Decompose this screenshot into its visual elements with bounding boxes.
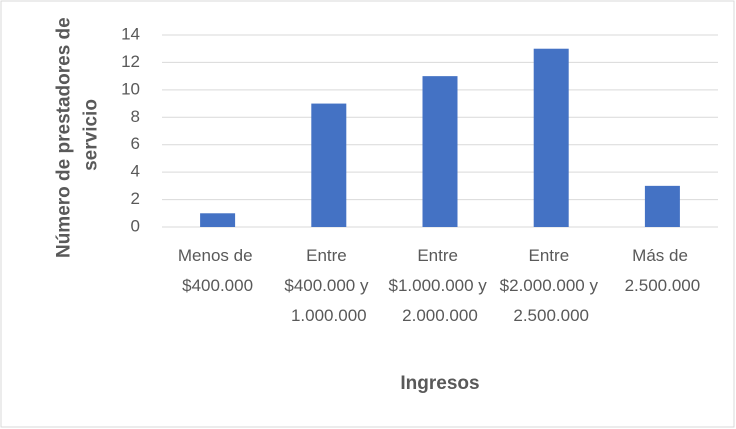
x-tick-label: Entre $1.000.000 y 2.000.000 [388, 246, 491, 325]
y-tick-label: 8 [131, 107, 140, 126]
y-axis-title: Número de prestadores de servicio [54, 12, 102, 258]
y-tick-label: 6 [131, 134, 140, 153]
bar [200, 213, 236, 227]
x-axis-title: Ingresos [400, 373, 479, 394]
x-tick-label: Más de 2.500.000 [625, 246, 701, 295]
x-tick-label: Entre $2.000.000 y 2.500.000 [500, 246, 603, 325]
x-tick-label: Entre $400.000 y 1.000.000 [284, 246, 373, 325]
bar [311, 103, 347, 227]
y-tick-label: 4 [131, 162, 140, 181]
bar [644, 185, 680, 227]
y-tick-label: 14 [121, 24, 140, 43]
y-tick-label: 10 [121, 79, 140, 98]
y-tick-label: 12 [121, 52, 140, 71]
bar [533, 48, 569, 227]
y-tick-label: 0 [131, 216, 140, 235]
bar [422, 76, 458, 228]
x-tick-label: Menos de $400.000 [178, 246, 257, 295]
y-tick-label: 2 [131, 189, 140, 208]
